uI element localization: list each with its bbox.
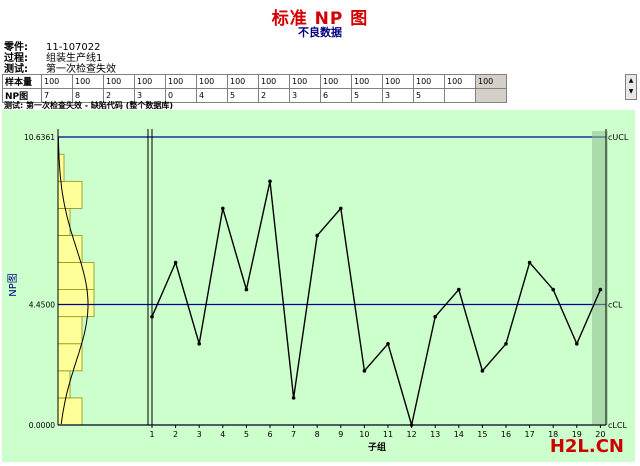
data-point xyxy=(504,341,508,346)
x-tick-label: 1 xyxy=(149,430,154,439)
chart-title: 标准 NP 图 xyxy=(271,9,369,29)
x-tick-label: 3 xyxy=(197,430,202,439)
np-value-cell: 3 xyxy=(134,88,166,103)
data-point xyxy=(386,341,390,346)
data-point xyxy=(457,287,461,292)
x-tick-label: 15 xyxy=(477,430,487,439)
x-tick-label: 8 xyxy=(315,430,320,439)
x-tick-label: 14 xyxy=(454,430,464,439)
histogram-bar xyxy=(57,343,83,372)
control-limits: cUCL cCL cLCL xyxy=(58,133,629,430)
x-tick-label: 17 xyxy=(525,430,535,439)
data-point xyxy=(527,260,532,265)
x-tick-label: 5 xyxy=(244,430,249,439)
data-point xyxy=(339,206,343,211)
info-part: 零件: 11-107022 xyxy=(4,42,101,53)
data-point xyxy=(598,287,603,292)
data-point xyxy=(551,287,555,292)
data-point xyxy=(244,287,249,292)
data-table: 样本量 100 100 100 100 100 100 100 100 100 100 100 100 1… xyxy=(2,74,507,103)
limit-label-cl: cCL xyxy=(608,301,623,310)
x-tick-label: 13 xyxy=(430,430,440,439)
histogram xyxy=(57,136,95,426)
normal-curve xyxy=(57,136,89,425)
data-point xyxy=(480,369,485,373)
np-series xyxy=(150,179,603,427)
data-point xyxy=(268,179,272,184)
data-point xyxy=(409,423,414,427)
info-process: 过程: 组装生产线1 xyxy=(4,53,103,64)
histogram-bar xyxy=(57,180,83,209)
x-tick-label: 18 xyxy=(548,430,558,439)
y-tick-label: 0.0000 xyxy=(29,421,55,430)
test-label: 测试: 第一次检查失效 - 缺陷代码 (整个数据库) xyxy=(4,101,173,110)
data-point xyxy=(291,396,296,400)
y-tick-label: 10.6361 xyxy=(24,133,55,142)
data-point xyxy=(221,206,225,211)
x-tick-label: 6 xyxy=(267,430,272,439)
data-point xyxy=(315,233,320,238)
data-point xyxy=(575,341,579,346)
limit-label-lcl: cLCL xyxy=(608,421,627,430)
x-tick-label: 12 xyxy=(407,430,417,439)
table-scrollbar[interactable]: ▲ ▼ xyxy=(625,74,637,100)
data-point xyxy=(433,314,438,319)
np-value-cell: 2 xyxy=(103,88,135,103)
x-tick-label: 4 xyxy=(220,430,225,439)
data-point xyxy=(362,369,367,373)
last-subgroup-band xyxy=(592,131,608,425)
x-tick-label: 7 xyxy=(291,430,296,439)
histogram-bar xyxy=(57,235,83,263)
np-value-cell xyxy=(475,88,507,103)
plot-background xyxy=(2,110,635,462)
histogram-bar xyxy=(57,262,95,290)
np-value-cell: 3 xyxy=(382,88,414,103)
x-tick-label: 11 xyxy=(383,430,393,439)
histogram-bar xyxy=(57,289,95,318)
y-tick-label: 4.4500 xyxy=(29,301,55,310)
x-tick-label: 19 xyxy=(572,430,582,439)
info-test: 测试: 第一次检查失效 xyxy=(4,64,116,75)
x-axis-label: 子组 xyxy=(368,441,386,453)
series-line xyxy=(151,181,602,426)
histogram-bar xyxy=(57,316,83,345)
x-tick-label: 20 xyxy=(595,430,605,439)
sample-size-cell: 100 xyxy=(475,74,507,89)
x-tick-label: 10 xyxy=(359,430,369,439)
x-tick-label: 2 xyxy=(173,430,178,439)
chart-subtitle: 不良数据 xyxy=(298,26,342,39)
data-point xyxy=(150,314,154,319)
np-value-cell: 0 xyxy=(165,88,197,103)
np-value-cell: 6 xyxy=(320,88,352,103)
x-tick-label: 9 xyxy=(338,430,343,439)
histogram-bar xyxy=(57,370,71,399)
x-tick-label: 16 xyxy=(501,430,511,439)
watermark: H2L.CN xyxy=(550,436,624,457)
data-point xyxy=(197,341,201,346)
data-point xyxy=(173,260,178,265)
limit-label-ucl: cUCL xyxy=(608,133,629,142)
np-value-cell: 8 xyxy=(72,88,104,103)
y-axis-label: NP图 xyxy=(7,273,19,297)
